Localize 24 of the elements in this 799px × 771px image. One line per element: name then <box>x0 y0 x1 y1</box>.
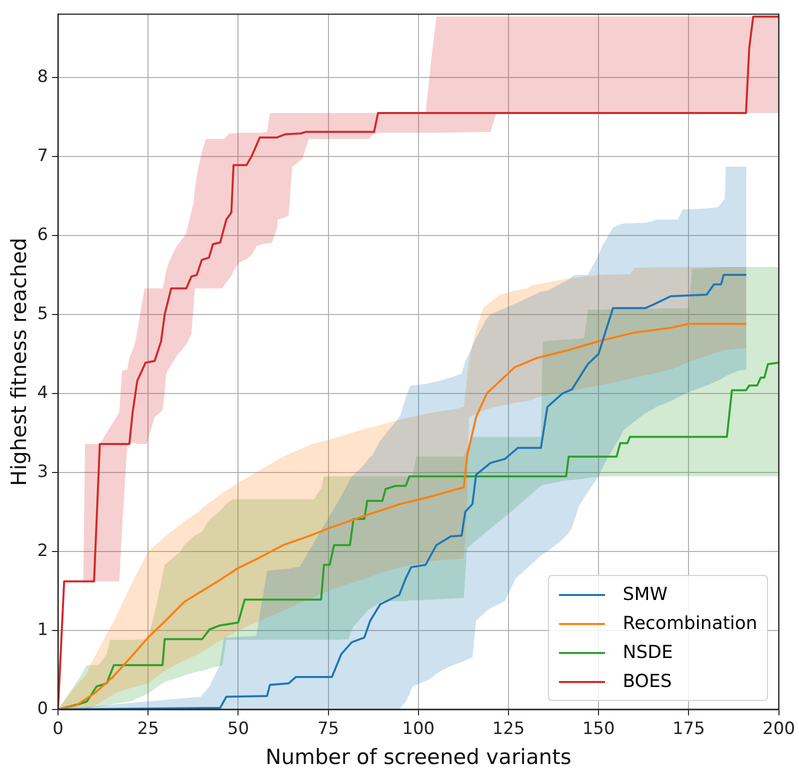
legend-label: SMW <box>622 584 668 606</box>
y-axis-title: Highest fitness reached <box>7 238 32 486</box>
x-tick-label: 0 <box>52 719 64 740</box>
legend-label: NSDE <box>622 642 673 664</box>
y-tick-label: 2 <box>37 540 48 561</box>
x-tick-label: 25 <box>137 719 159 740</box>
legend-label: Recombination <box>622 613 758 634</box>
x-tick-label: 100 <box>402 719 435 740</box>
x-tick-label: 200 <box>762 719 796 740</box>
x-axis-title: Number of screened variants <box>265 744 572 769</box>
x-tick-label: 150 <box>582 719 615 740</box>
legend-label: BOES <box>622 671 672 692</box>
x-tick-label: 175 <box>672 719 705 740</box>
x-tick-label: 50 <box>227 719 250 740</box>
y-tick-label: 3 <box>37 462 48 482</box>
y-tick-label: 5 <box>37 304 48 324</box>
y-tick-label: 4 <box>37 382 48 403</box>
y-tick-label: 6 <box>37 224 48 245</box>
y-tick-label: 1 <box>37 620 48 640</box>
x-tick-label: 75 <box>317 719 340 740</box>
y-tick-label: 7 <box>37 146 48 166</box>
y-tick-label: 8 <box>37 66 48 87</box>
x-tick-label: 125 <box>492 719 525 740</box>
y-tick-label: 0 <box>37 698 48 719</box>
